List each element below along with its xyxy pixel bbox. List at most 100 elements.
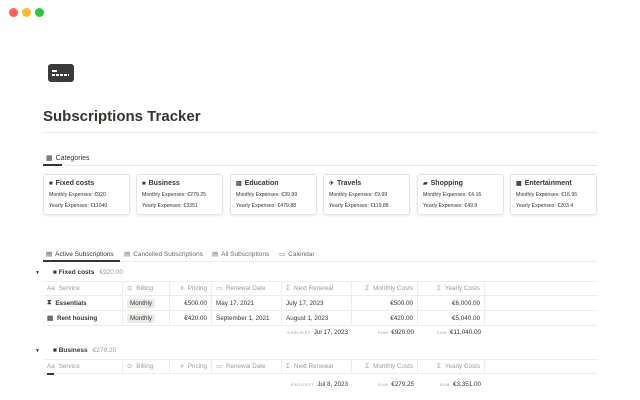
column-type-icon: Σ: [365, 285, 370, 292]
summary-monthly-sum[interactable]: SUM €920.00: [377, 329, 414, 336]
tab-active-subscriptions[interactable]: ▤ Active Subscriptions: [46, 250, 114, 259]
tab-underline: [43, 260, 120, 262]
cell-pricing[interactable]: €420.00: [170, 311, 212, 325]
table-icon: ▤: [212, 251, 219, 258]
column-type-icon: Σ: [365, 363, 370, 370]
column-header-renewal[interactable]: ▭ Renewal Date: [212, 360, 282, 373]
category-card[interactable]: ■ Business Monthly Expenses: €279.25 Year…: [136, 174, 223, 215]
column-header-yearly[interactable]: Σ Yearly Costs: [418, 282, 485, 295]
window-maximize-button[interactable]: [35, 8, 44, 17]
cell-next[interactable]: August 1, 2023: [282, 311, 352, 325]
column-header-renewal[interactable]: ▭ Renewal Date: [212, 282, 282, 295]
tab-all-subscriptions[interactable]: ▤ All Subscriptions: [212, 250, 270, 259]
column-type-icon: Aa: [47, 285, 55, 292]
cell-next[interactable]: July 17, 2023: [282, 296, 352, 310]
yearly-expenses: Yearly Expenses: €119.88: [329, 203, 389, 209]
column-header-billing[interactable]: ⊙ Billing: [123, 360, 170, 373]
category-card[interactable]: ▰ Shopping Monthly Expenses: €4.16 Yearly…: [417, 174, 504, 215]
monthly-expenses: Monthly Expenses: €39.99: [236, 192, 298, 198]
cell-renewal[interactable]: May 17, 2021: [212, 296, 282, 310]
cell-pricing[interactable]: €500.00: [170, 296, 212, 310]
category-card[interactable]: ▤ Education Monthly Expenses: €39.99 Year…: [230, 174, 317, 215]
tab-underline: [43, 164, 62, 166]
divider: [43, 261, 598, 262]
column-header-next[interactable]: Σ Next Renewal: [282, 282, 352, 295]
window-close-button[interactable]: [9, 8, 18, 17]
film-icon: ▦: [516, 181, 522, 187]
cell-monthly[interactable]: €420.00: [352, 311, 418, 325]
window-minimize-button[interactable]: [22, 8, 31, 17]
tab-calendar[interactable]: ▭ Calendar: [279, 250, 315, 259]
yearly-expenses: Yearly Expenses: €49.9: [423, 203, 478, 209]
grid-icon: ▦: [46, 155, 53, 162]
collapse-toggle-icon[interactable]: ▼: [35, 269, 40, 276]
summary-yearly-sum[interactable]: SUM €3,351.00: [439, 381, 481, 388]
summary-earliest[interactable]: EARLIEST Jul 8, 2023: [290, 381, 348, 388]
column-type-icon: Σ: [286, 285, 290, 292]
column-header-next[interactable]: Σ Next Renewal: [282, 360, 352, 373]
column-header-yearly[interactable]: Σ Yearly Costs: [418, 360, 485, 373]
cell-monthly[interactable]: €500.00: [352, 296, 418, 310]
row-icon-partial: [47, 373, 54, 375]
column-header-pricing[interactable]: # Pricing: [170, 282, 212, 295]
column-type-icon: ⊙: [127, 285, 133, 292]
table-header-row: Aa Service ⊙ Billing # Pricing ▭ Renewal Date Σ N…: [43, 359, 598, 374]
briefcase-icon: ■: [49, 180, 53, 187]
group-total: €920.00: [99, 269, 123, 276]
column-type-icon: Aa: [47, 363, 55, 370]
cell-yearly[interactable]: €6,000.00: [418, 296, 485, 310]
billing-tag: Monthly: [127, 298, 156, 308]
cell-renewal[interactable]: September 1, 2021: [212, 311, 282, 325]
monthly-expenses: Monthly Expenses: €16.95: [516, 192, 578, 198]
divider: [43, 165, 598, 166]
collapse-toggle-icon[interactable]: ▼: [35, 347, 40, 354]
category-card[interactable]: ■ Fixed costs Monthly Expenses: €920 Year…: [43, 174, 130, 215]
yearly-expenses: Yearly Expenses: €479.88: [236, 203, 297, 209]
airplane-icon: ✈: [329, 181, 335, 187]
table-icon: ▤: [46, 251, 53, 258]
monthly-expenses: Monthly Expenses: €279.25: [142, 192, 207, 198]
column-header-monthly[interactable]: Σ Monthly Costs: [352, 360, 418, 373]
cell-service[interactable]: ⧗ Essentials: [43, 296, 123, 310]
category-card[interactable]: ▦ Entertainment Monthly Expenses: €16.95 …: [510, 174, 597, 215]
billing-tag: Monthly: [127, 313, 156, 323]
credit-card-icon: [48, 64, 74, 82]
monthly-expenses: Monthly Expenses: €9.99: [329, 192, 388, 198]
column-type-icon: #: [180, 363, 184, 370]
cell-billing[interactable]: Monthly: [123, 296, 170, 310]
table-row[interactable]: ⧗ Essentials Monthly €500.00 May 17, 2021 Jul…: [43, 296, 598, 311]
column-type-icon: #: [180, 285, 184, 292]
column-header-pricing[interactable]: # Pricing: [170, 360, 212, 373]
column-type-icon: Σ: [286, 363, 290, 370]
book-icon: ▤: [236, 181, 242, 187]
tab-categories[interactable]: ▦ Categories: [46, 154, 90, 163]
table-icon: ▤: [124, 251, 131, 258]
yearly-expenses: Yearly Expenses: €203.4: [516, 203, 574, 209]
table-row[interactable]: ▤ Rent housing Monthly €420.00 September 1, …: [43, 311, 598, 326]
table-header-row: Aa Service ⊙ Billing # Pricing ▭ Renewal Date Σ N…: [43, 281, 598, 296]
calendar-icon: ▭: [279, 251, 286, 258]
group-total: €279.25: [92, 347, 117, 354]
column-header-monthly[interactable]: Σ Monthly Costs: [352, 282, 418, 295]
column-type-icon: ⊙: [127, 363, 133, 370]
column-header-service[interactable]: Aa Service: [43, 282, 123, 295]
summary-yearly-sum[interactable]: SUM €11,040.00: [436, 329, 481, 336]
cell-billing[interactable]: Monthly: [123, 311, 170, 325]
column-header-billing[interactable]: ⊙ Billing: [123, 282, 170, 295]
summary-earliest[interactable]: EARLIEST Jul 17, 2023: [287, 329, 348, 336]
cell-yearly[interactable]: €5,040.00: [418, 311, 485, 325]
group-header[interactable]: ▼ ■ Fixed costs €920.00: [35, 269, 123, 276]
cell-service[interactable]: ▤ Rent housing: [43, 311, 123, 325]
monthly-expenses: Monthly Expenses: €4.16: [423, 192, 482, 198]
group-header[interactable]: ▼ ■ Business €279.25: [35, 347, 116, 354]
tab-cancelled-subscriptions[interactable]: ▤ Cancelled Subscriptions: [124, 250, 203, 259]
category-card[interactable]: ✈ Travels Monthly Expenses: €9.99 Yearly …: [323, 174, 410, 215]
monthly-expenses: Monthly Expenses: €920: [49, 192, 106, 198]
trash-icon: ▤: [47, 314, 53, 322]
briefcase-icon: ■: [142, 180, 146, 187]
divider: [43, 132, 598, 133]
yearly-expenses: Yearly Expenses: €3351: [142, 203, 198, 209]
summary-monthly-sum[interactable]: SUM €279.25: [377, 381, 414, 388]
column-header-service[interactable]: Aa Service: [43, 360, 123, 373]
column-type-icon: ▭: [216, 285, 222, 292]
